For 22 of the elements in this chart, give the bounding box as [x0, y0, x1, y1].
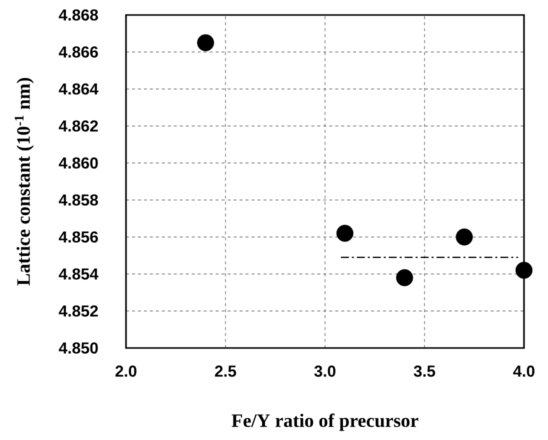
y-tick-label: 4.854 — [58, 268, 98, 280]
point — [197, 34, 214, 52]
x-tick-label: 2.5 — [214, 366, 236, 377]
point — [396, 269, 414, 286]
x-axis-title: Fe/Y ratio of precursor — [232, 414, 418, 431]
x-tick-label: 2.0 — [115, 366, 136, 377]
y-tick-label: 4.852 — [58, 305, 98, 317]
point — [336, 224, 354, 242]
y-tick-label: 4.866 — [58, 46, 98, 58]
y-tick-label: 4.862 — [58, 120, 98, 132]
point — [516, 262, 533, 279]
x-tick-label: 3.5 — [414, 366, 436, 377]
y-tick-label: 4.864 — [58, 83, 98, 95]
y-tick-label: 4.868 — [58, 9, 98, 21]
x-tick-label: 4.0 — [513, 366, 534, 377]
y-tick-label: 4.856 — [58, 231, 98, 243]
y-axis-title: Lattice constant (10$^{-1}$ nm) — [14, 78, 34, 286]
point — [456, 228, 473, 246]
x-tick-label: 3.0 — [314, 366, 336, 377]
y-tick-label: 4.850 — [58, 342, 98, 354]
y-tick-label: 4.860 — [58, 157, 98, 169]
y-tick-label: 4.858 — [58, 194, 98, 206]
